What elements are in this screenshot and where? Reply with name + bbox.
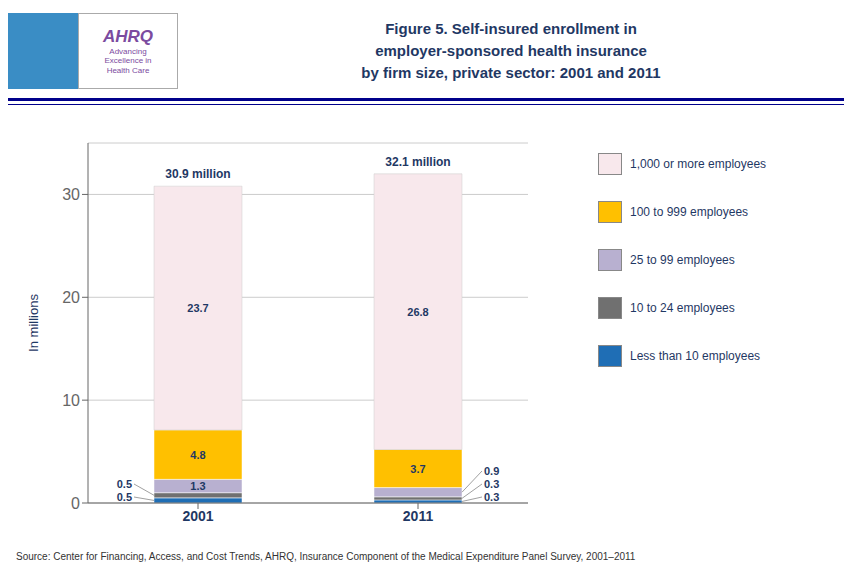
html-text:1,000 or more employees: 1,000 or more employees (630, 157, 767, 171)
html-text:100 to 999 employees: 100 to 999 employees (630, 205, 749, 219)
svg-text:26.8: 26.8 (407, 306, 428, 318)
svg-text:20: 20 (62, 289, 80, 306)
svg-text:0.5: 0.5 (117, 478, 132, 490)
svg-text:2011: 2011 (403, 508, 434, 524)
svg-text:32.1 million: 32.1 million (385, 155, 450, 169)
svg-text:2001: 2001 (182, 508, 213, 524)
html-text:25 to 99 employees: 25 to 99 employees (630, 253, 735, 267)
svg-text:10: 10 (62, 392, 80, 409)
svg-text:0: 0 (71, 495, 80, 512)
svg-text:0.3: 0.3 (484, 478, 499, 490)
svg-text:0.9: 0.9 (484, 465, 499, 477)
html-text:Advancing Excellence in Health: Advancing Excellence in Health Care (104, 46, 152, 75)
html-text:AHRQ: AHRQ (103, 26, 153, 46)
svg-text:In millions: In millions (26, 294, 41, 352)
svg-text:30.9 million: 30.9 million (165, 167, 230, 181)
html-text:10 to 24 employees: 10 to 24 employees (630, 301, 735, 315)
html-text:Less than 10 employees: Less than 10 employees (630, 349, 761, 363)
svg-text:1.3: 1.3 (190, 480, 205, 492)
html-text:Source: Center for Financing,: Source: Center for Financing, Access, an… (16, 551, 636, 562)
svg-text:30: 30 (62, 186, 80, 203)
svg-text:3.7: 3.7 (410, 463, 425, 475)
svg-text:0.5: 0.5 (117, 491, 132, 503)
svg-text:0.3: 0.3 (484, 491, 499, 503)
html-text:Figure 5. Self-insured enrollm: Figure 5. Self-insured enrollment in emp… (361, 20, 661, 81)
svg-text:23.7: 23.7 (187, 302, 208, 314)
svg-text:4.8: 4.8 (190, 449, 205, 461)
